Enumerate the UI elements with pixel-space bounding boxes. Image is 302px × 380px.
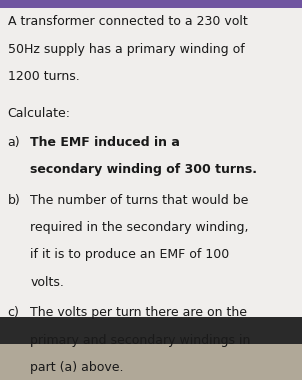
Text: The volts per turn there are on the: The volts per turn there are on the <box>30 306 247 319</box>
Text: A transformer connected to a 230 volt: A transformer connected to a 230 volt <box>8 15 247 28</box>
Text: secondary winding of 300 turns.: secondary winding of 300 turns. <box>30 163 257 176</box>
FancyBboxPatch shape <box>0 8 302 317</box>
Text: volts.: volts. <box>30 276 64 289</box>
FancyBboxPatch shape <box>0 344 302 380</box>
Text: The EMF induced in a: The EMF induced in a <box>30 136 180 149</box>
Text: 1200 turns.: 1200 turns. <box>8 70 79 83</box>
Text: The number of turns that would be: The number of turns that would be <box>30 193 249 207</box>
Text: part (a) above.: part (a) above. <box>30 361 124 374</box>
Text: primary and secondary windings in: primary and secondary windings in <box>30 334 251 347</box>
Text: b): b) <box>8 193 20 207</box>
FancyBboxPatch shape <box>0 0 302 8</box>
Text: if it is to produce an EMF of 100: if it is to produce an EMF of 100 <box>30 248 230 261</box>
Text: a): a) <box>8 136 20 149</box>
Text: c): c) <box>8 306 19 319</box>
Text: required in the secondary winding,: required in the secondary winding, <box>30 221 249 234</box>
Text: Calculate:: Calculate: <box>8 107 71 120</box>
Text: 50Hz supply has a primary winding of: 50Hz supply has a primary winding of <box>8 43 244 55</box>
FancyBboxPatch shape <box>0 317 302 344</box>
